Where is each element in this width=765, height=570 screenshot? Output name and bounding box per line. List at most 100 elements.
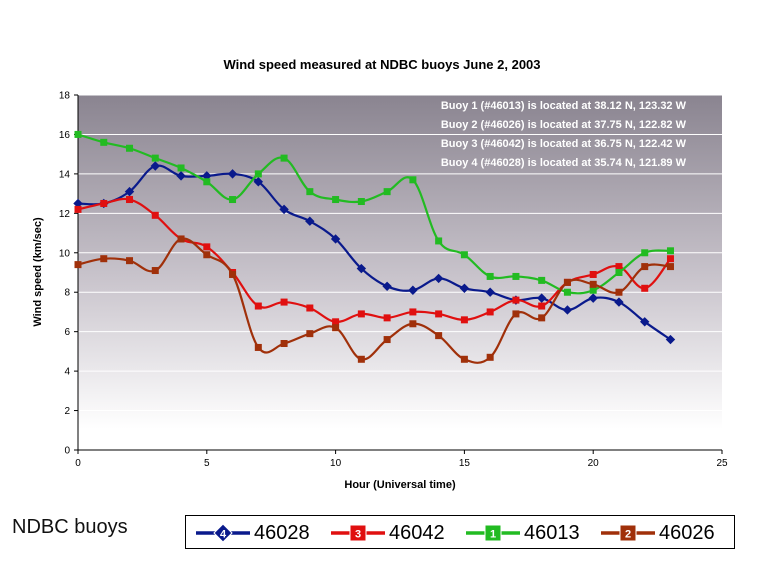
data-point-46042 [306,304,314,312]
data-point-46013 [177,164,185,172]
data-point-46028 [408,285,418,295]
y-tick-label: 10 [59,248,71,259]
data-point-46028 [640,317,650,327]
data-point-46028 [305,216,315,226]
legend: 4 46028 3 46042 1 46013 2 46026 [185,515,735,549]
data-point-46042 [280,298,288,306]
data-point-46042 [615,263,623,271]
chart: Wind speed measured at NDBC buoys June 2… [32,57,728,491]
data-point-46026 [357,355,365,363]
series-46028 [73,161,676,345]
x-tick-label: 25 [716,458,728,469]
data-point-46042 [126,196,134,204]
gridlines [78,94,722,412]
data-point-46042 [641,284,649,292]
data-point-46028 [382,281,392,292]
x-tick-label: 0 [75,458,81,469]
data-point-46042 [74,205,82,213]
data-point-46026 [151,267,159,275]
buoy-location-note: Buoy 4 (#46028) is located at 35.74 N, 1… [441,157,687,169]
x-tick-label: 10 [330,458,342,469]
data-point-46013 [589,286,597,294]
data-point-46026 [306,330,314,338]
series-lines [73,130,676,364]
series-46013 [74,130,674,296]
data-point-46013 [280,154,288,162]
legend-label: 46028 [254,522,310,544]
y-tick-label: 18 [59,91,71,102]
data-point-46026 [615,288,623,296]
data-point-46013 [126,144,134,152]
data-point-46042 [512,296,520,304]
buoy-location-note: Buoy 3 (#46042) is located at 36.75 N, 1… [441,138,687,150]
data-point-46026 [383,336,391,344]
data-point-46026 [460,355,468,363]
data-point-46028 [485,287,495,297]
x-axis-label: Hour (Universal time) [344,479,456,491]
data-point-46042 [486,308,494,316]
data-point-46028 [253,177,264,187]
data-point-46042 [357,310,365,318]
data-point-46026 [254,343,262,351]
data-point-46042 [203,243,211,251]
data-point-46013 [306,188,314,196]
data-point-46042 [409,308,417,316]
data-point-46042 [151,211,159,219]
y-tick-label: 8 [64,288,70,299]
data-point-46026 [203,251,211,259]
x-tick-label: 20 [588,458,600,469]
data-point-46013 [666,247,674,255]
data-point-46013 [383,188,391,196]
legend-swatch: 1 [466,524,520,542]
legend-marker [484,524,502,542]
data-point-46026 [332,324,340,332]
data-point-46026 [486,353,494,361]
data-point-46013 [486,272,494,280]
footer-title: NDBC buoys [12,516,128,538]
data-point-46026 [409,320,417,328]
data-point-46028 [536,293,547,303]
data-point-46013 [203,178,211,186]
data-point-46026 [538,314,546,322]
data-point-46026 [229,270,237,278]
buoy-location-note: Buoy 2 (#46026) is located at 37.75 N, 1… [441,119,687,131]
data-point-46026 [512,310,520,318]
data-point-46028 [665,334,676,345]
legend-swatch: 2 [601,524,655,542]
data-point-46013 [357,198,365,205]
series-46026 [74,235,674,364]
data-point-46013 [254,170,262,178]
data-point-46028 [356,263,367,274]
data-point-46042 [383,314,391,322]
data-point-46013 [229,196,237,204]
y-tick-label: 12 [59,209,71,220]
data-point-46042 [100,199,108,207]
legend-marker [619,524,637,542]
annotations: Buoy 1 (#46013) is located at 38.12 N, 1… [441,100,687,169]
data-point-46026 [100,255,108,263]
data-point-46028 [150,161,160,171]
data-point-46013 [100,138,108,146]
data-point-46013 [512,272,520,280]
data-point-46013 [615,269,623,276]
y-tick-label: 4 [64,367,70,378]
data-point-46026 [666,263,674,271]
x-tick-label: 5 [204,458,210,469]
legend-marker-number: 3 [355,529,361,541]
data-point-46042 [254,302,262,310]
data-point-46042 [538,302,546,310]
data-point-46028 [614,297,624,307]
data-point-46013 [409,176,417,184]
data-point-46028 [459,283,470,293]
x-tick-labels: 0 5 10 15 20 25 [75,450,728,469]
data-point-46028 [279,204,289,215]
y-tick-labels: 0 2 4 6 8 10 12 14 16 18 [59,91,78,457]
data-point-46042 [332,318,340,326]
data-point-46028 [588,293,598,303]
data-point-46026 [589,280,597,288]
data-point-46028 [124,186,135,197]
data-point-46013 [563,288,571,296]
data-point-46028 [330,234,341,244]
y-tick-label: 6 [64,327,70,338]
data-point-46013 [74,130,82,138]
